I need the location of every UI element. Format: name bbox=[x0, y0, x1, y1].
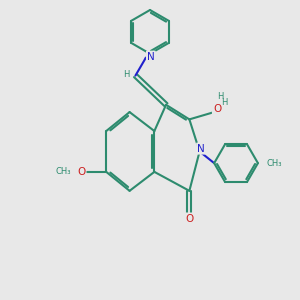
Text: CH₃: CH₃ bbox=[266, 159, 282, 168]
Text: N: N bbox=[147, 52, 155, 62]
Text: H: H bbox=[124, 70, 130, 79]
Text: O: O bbox=[78, 167, 86, 177]
Text: H: H bbox=[221, 98, 228, 107]
Text: N: N bbox=[197, 143, 205, 154]
Text: CH₃: CH₃ bbox=[56, 167, 71, 176]
Text: O: O bbox=[213, 104, 221, 114]
Text: O: O bbox=[185, 214, 194, 224]
Text: H: H bbox=[218, 92, 224, 101]
